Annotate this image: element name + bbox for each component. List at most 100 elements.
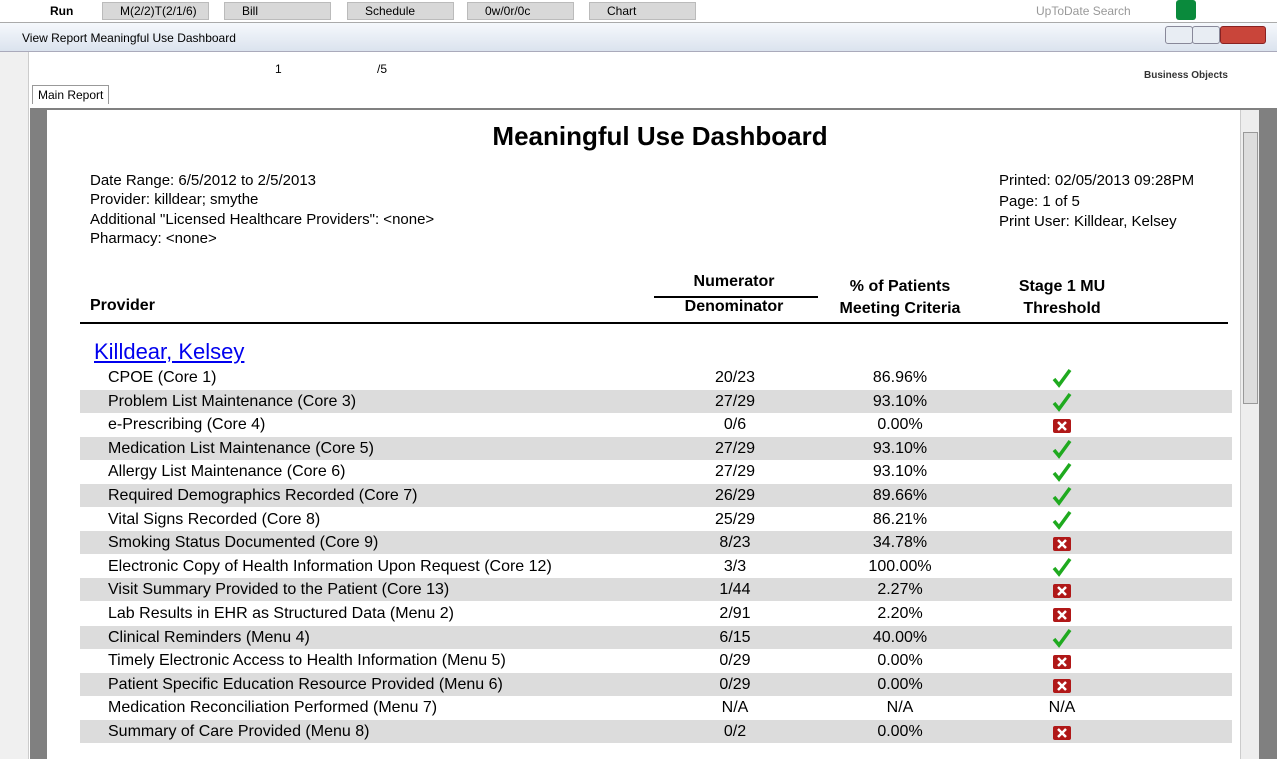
row-shade: [80, 578, 1232, 602]
provider-link[interactable]: Killdear, Kelsey: [94, 339, 245, 364]
ratio: 0/6: [723, 416, 747, 434]
measure-name: Visit Summary Provided to the Patient (C…: [108, 581, 450, 599]
info-right: Print User: Killdear, Kelsey: [999, 213, 1177, 230]
window-title: View Report Meaningful Use Dashboard: [22, 31, 236, 45]
ratio: 26/29: [714, 487, 756, 504]
percent: 0.00%: [877, 675, 923, 693]
check-icon: [1052, 557, 1072, 577]
ratio: 20/23: [714, 369, 756, 386]
col-threshold: Threshold: [1023, 300, 1101, 317]
taskbar-tab[interactable]: [589, 2, 696, 20]
fail-icon: [1053, 537, 1071, 552]
percent: 2.27%: [877, 581, 923, 599]
title-bar: View Report Meaningful Use Dashboard: [0, 23, 1277, 52]
fail-icon: [1053, 726, 1071, 740]
col-percent: Meeting Criteria: [839, 300, 961, 317]
fail-icon: [1053, 678, 1071, 693]
taskbar-tab[interactable]: [224, 2, 331, 20]
report-tab[interactable]: Main Report: [32, 85, 110, 104]
ratio: 27/29: [714, 463, 756, 481]
ratio: 3/3: [723, 557, 747, 575]
percent: 2.20%: [877, 605, 923, 622]
taskbar-tab-label[interactable]: Schedule: [365, 4, 416, 18]
uptodate-icon[interactable]: [1176, 0, 1196, 20]
info-left: Pharmacy: <none>: [90, 229, 217, 247]
row-shade: [80, 720, 1232, 743]
measure-name: Patient Specific Education Resource Prov…: [108, 675, 503, 693]
measure-name: Timely Electronic Access to Health Infor…: [108, 652, 506, 670]
ratio: N/A: [721, 699, 749, 717]
side-toolbar: [0, 52, 29, 759]
toolbar: 1 /5 Business Objects Main Report: [29, 52, 1277, 108]
col-numerator: Numerator: [693, 273, 775, 290]
taskbar-tab-label[interactable]: Chart: [607, 4, 637, 18]
col-threshold: Stage 1 MU: [1018, 278, 1106, 295]
taskbar-tab[interactable]: [347, 2, 454, 20]
row-shade: [80, 484, 1232, 507]
row-shade: [80, 672, 1232, 696]
fail-icon: [1053, 655, 1071, 670]
measure-name: Lab Results in EHR as Structured Data (M…: [108, 605, 454, 622]
measure-name: Clinical Reminders (Menu 4): [108, 628, 310, 646]
check-icon: [1052, 439, 1072, 459]
run-button[interactable]: Run: [50, 4, 74, 18]
measure-name: Problem List Maintenance (Core 3): [108, 392, 357, 410]
percent: 89.66%: [872, 487, 928, 504]
report-title: Meaningful Use Dashboard: [492, 121, 828, 151]
scroll-thumb[interactable]: [1243, 132, 1258, 404]
info-right: Page: 1 of 5: [999, 192, 1080, 210]
ratio: 6/15: [719, 628, 751, 646]
measure-name: Vital Signs Recorded (Core 8): [108, 510, 321, 528]
taskbar-tab-label[interactable]: 0w/0r/0c: [485, 4, 531, 18]
measure-name: CPOE (Core 1): [108, 369, 217, 386]
minimize[interactable]: [1165, 26, 1193, 44]
col-provider: Provider: [90, 297, 155, 314]
col-percent: % of Patients: [849, 278, 951, 295]
check-icon: [1052, 510, 1072, 530]
measure-name: Allergy List Maintenance (Core 6): [108, 463, 346, 481]
ratio: 27/29: [714, 439, 756, 457]
percent: 0.00%: [877, 416, 923, 434]
measure-name: Summary of Care Provided (Menu 8): [108, 723, 370, 740]
scrollbar[interactable]: [1240, 110, 1259, 759]
percent: 0.00%: [877, 652, 923, 670]
measure-name: Required Demographics Recorded (Core 7): [108, 487, 418, 504]
taskbar: Run M(2/2)T(2/1/6) Bill Schedule 0w/0r/0c Ch…: [0, 0, 1277, 23]
measure-name: Medication Reconciliation Performed (Men…: [108, 699, 438, 717]
percent: 93.10%: [872, 439, 928, 457]
info-left: Additional "Licensed Healthcare Provider…: [90, 210, 435, 228]
close[interactable]: [1220, 26, 1266, 44]
info-left: Provider: killdear; smythe: [90, 191, 259, 209]
col-denominator: Denominator: [684, 298, 784, 315]
report-page: [47, 110, 1240, 759]
search-box[interactable]: UpToDate Search: [1036, 4, 1131, 18]
page-input[interactable]: 1: [275, 62, 282, 76]
check-icon: [1052, 368, 1072, 388]
ratio: 1/44: [719, 581, 751, 599]
ratio: 25/29: [714, 510, 756, 528]
percent: N/A: [886, 699, 914, 717]
fail-icon: [1053, 419, 1071, 434]
fraction-line: [654, 296, 818, 298]
percent: 86.21%: [872, 510, 928, 528]
threshold: N/A: [1048, 699, 1076, 717]
row-shade: [80, 625, 1232, 649]
check-icon: [1052, 463, 1072, 483]
taskbar-tab-label[interactable]: M(2/2)T(2/1/6): [120, 4, 197, 18]
taskbar-tab[interactable]: [467, 2, 574, 20]
ratio: 0/2: [723, 723, 747, 740]
ratio: 0/29: [719, 675, 751, 693]
fail-icon: [1053, 584, 1071, 599]
ratio: 27/29: [714, 392, 756, 410]
check-icon: [1052, 486, 1072, 506]
ratio: 0/29: [719, 652, 751, 670]
percent: 100.00%: [868, 557, 932, 575]
row-shade: [80, 389, 1232, 413]
row-shade: [80, 436, 1232, 460]
row-shade: [80, 531, 1232, 555]
percent: 86.96%: [872, 369, 928, 386]
restore[interactable]: [1192, 26, 1220, 44]
taskbar-tab-label[interactable]: Bill: [242, 4, 259, 18]
fail-icon: [1053, 608, 1071, 622]
taskbar-tab[interactable]: [102, 2, 209, 20]
